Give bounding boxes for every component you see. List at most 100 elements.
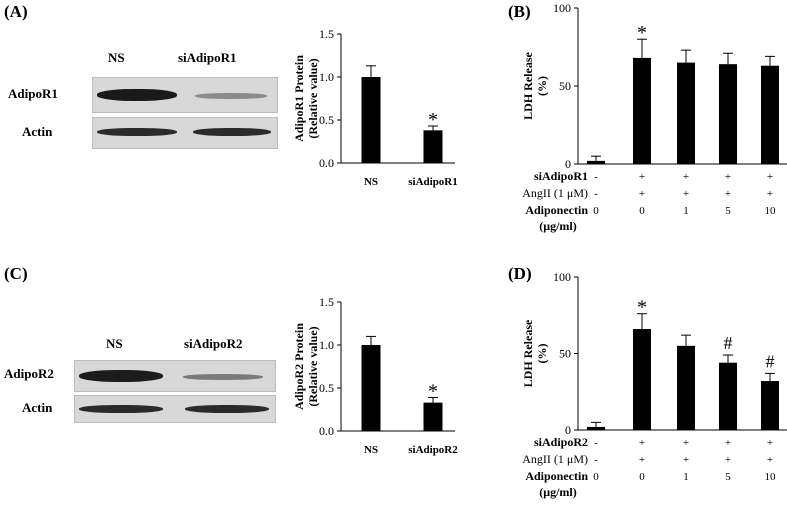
bar bbox=[361, 345, 381, 431]
y-tick-label: 0.0 bbox=[319, 424, 334, 438]
blot-lane-label-ns: NS bbox=[106, 336, 123, 351]
condition-value: 5 bbox=[725, 205, 731, 217]
condition-label: AngII (1 μM) bbox=[522, 452, 588, 466]
blot-band-strong bbox=[79, 370, 163, 382]
bar bbox=[719, 362, 737, 430]
y-axis-title: AdipoR1 Protein (Relative value) bbox=[292, 55, 320, 142]
bar bbox=[719, 64, 737, 164]
condition-sublabel: (μg/ml) bbox=[539, 485, 576, 499]
condition-value: 10 bbox=[765, 205, 777, 217]
blot-band-actin-1 bbox=[97, 128, 177, 136]
condition-value: - bbox=[594, 454, 598, 466]
condition-value: + bbox=[767, 188, 773, 200]
y-axis-title: LDH Release (%) bbox=[521, 52, 549, 120]
condition-value: - bbox=[594, 188, 598, 200]
condition-value: + bbox=[725, 171, 731, 183]
condition-value: + bbox=[725, 437, 731, 449]
x-tick-label: siAdipoR2 bbox=[408, 444, 458, 456]
condition-value: + bbox=[725, 454, 731, 466]
condition-value: + bbox=[639, 454, 645, 466]
blot-band-actin-2 bbox=[185, 405, 269, 413]
x-tick-label: siAdipoR1 bbox=[408, 176, 458, 188]
condition-label: Adiponectin bbox=[525, 203, 588, 217]
y-axis-title: LDH Release (%) bbox=[521, 319, 549, 387]
significance-marker: * bbox=[637, 297, 647, 319]
blot-band-actin-2 bbox=[193, 128, 271, 136]
condition-value: + bbox=[639, 188, 645, 200]
condition-label: siAdipoR1 bbox=[534, 169, 588, 183]
condition-label: siAdipoR2 bbox=[534, 435, 588, 449]
condition-value: + bbox=[683, 171, 689, 183]
condition-value: + bbox=[639, 437, 645, 449]
condition-value: + bbox=[639, 171, 645, 183]
bar bbox=[361, 77, 381, 163]
condition-value: 0 bbox=[593, 205, 599, 217]
western-blot-target-a bbox=[92, 77, 278, 113]
bar-chart-c: 0.0 0.5 1.0 1.5 AdipoR2 Protein (Relative val… bbox=[292, 295, 458, 456]
y-axis-title-line: (Relative value) bbox=[306, 58, 320, 138]
western-blot-actin-c bbox=[74, 395, 276, 423]
condition-value: - bbox=[594, 171, 598, 183]
x-tick-label: NS bbox=[364, 444, 378, 456]
y-tick-label: 0 bbox=[565, 423, 571, 437]
blot-band-weak bbox=[195, 93, 267, 99]
bar bbox=[761, 381, 779, 430]
condition-value: 0 bbox=[639, 205, 645, 217]
condition-value: 5 bbox=[725, 471, 731, 483]
condition-value: 1 bbox=[683, 471, 689, 483]
bar bbox=[423, 402, 443, 431]
blot-band-actin-1 bbox=[79, 405, 163, 413]
significance-marker: * bbox=[428, 109, 438, 131]
bar-chart-a: 0.0 0.5 1.0 1.5 AdipoR1 Protein (Relative val… bbox=[292, 27, 458, 188]
condition-value: 1 bbox=[683, 205, 689, 217]
y-axis-title-line: (%) bbox=[535, 76, 549, 96]
blot-lane-label-ns: NS bbox=[108, 50, 125, 65]
y-axis-title-line: AdipoR1 Protein bbox=[292, 55, 306, 142]
y-tick-label: 0.0 bbox=[319, 156, 334, 170]
bar bbox=[633, 329, 651, 430]
panel-label-c: (C) bbox=[4, 264, 28, 283]
y-axis-title-line: (Relative value) bbox=[306, 326, 320, 406]
condition-value: + bbox=[725, 188, 731, 200]
significance-marker: # bbox=[766, 351, 775, 371]
y-tick-label: 50 bbox=[559, 347, 571, 361]
y-tick-label: 1.0 bbox=[319, 338, 334, 352]
y-tick-label: 1.0 bbox=[319, 70, 334, 84]
condition-label: Adiponectin bbox=[525, 469, 588, 483]
condition-value: 10 bbox=[765, 471, 777, 483]
y-tick-label: 1.5 bbox=[319, 295, 334, 309]
bar bbox=[677, 62, 695, 164]
bar bbox=[633, 57, 651, 164]
y-axis-title-line: LDH Release bbox=[521, 52, 535, 120]
condition-label: AngII (1 μM) bbox=[522, 186, 588, 200]
western-blot-actin-a bbox=[92, 117, 278, 149]
condition-value: + bbox=[683, 188, 689, 200]
blot-band-weak bbox=[183, 374, 263, 380]
significance-marker: * bbox=[428, 380, 438, 402]
panel-label-a: (A) bbox=[4, 2, 28, 21]
blot-row-label-actin: Actin bbox=[22, 400, 53, 415]
y-axis-title-line: (%) bbox=[535, 344, 549, 364]
y-tick-label: 0 bbox=[565, 157, 571, 171]
blot-band-strong bbox=[97, 89, 177, 101]
y-axis-title-line: AdipoR2 Protein bbox=[292, 323, 306, 410]
condition-value: + bbox=[683, 437, 689, 449]
significance-marker: # bbox=[724, 333, 733, 353]
blot-lane-label-si: siAdipoR2 bbox=[184, 336, 243, 351]
blot-row-label-actin: Actin bbox=[22, 124, 53, 139]
significance-marker: * bbox=[637, 22, 647, 44]
panel-label-d: (D) bbox=[508, 264, 532, 283]
condition-value: + bbox=[767, 171, 773, 183]
condition-sublabel: (μg/ml) bbox=[539, 219, 576, 233]
condition-value: 0 bbox=[593, 471, 599, 483]
y-tick-label: 50 bbox=[559, 79, 571, 93]
y-axis-title-line: LDH Release bbox=[521, 319, 535, 387]
condition-value: + bbox=[767, 437, 773, 449]
blot-row-label-target: AdipoR2 bbox=[4, 366, 54, 381]
bar bbox=[587, 426, 605, 430]
bar bbox=[761, 65, 779, 164]
condition-value: + bbox=[767, 454, 773, 466]
blot-lane-label-si: siAdipoR1 bbox=[178, 50, 237, 65]
blot-row-label-target: AdipoR1 bbox=[8, 86, 58, 101]
